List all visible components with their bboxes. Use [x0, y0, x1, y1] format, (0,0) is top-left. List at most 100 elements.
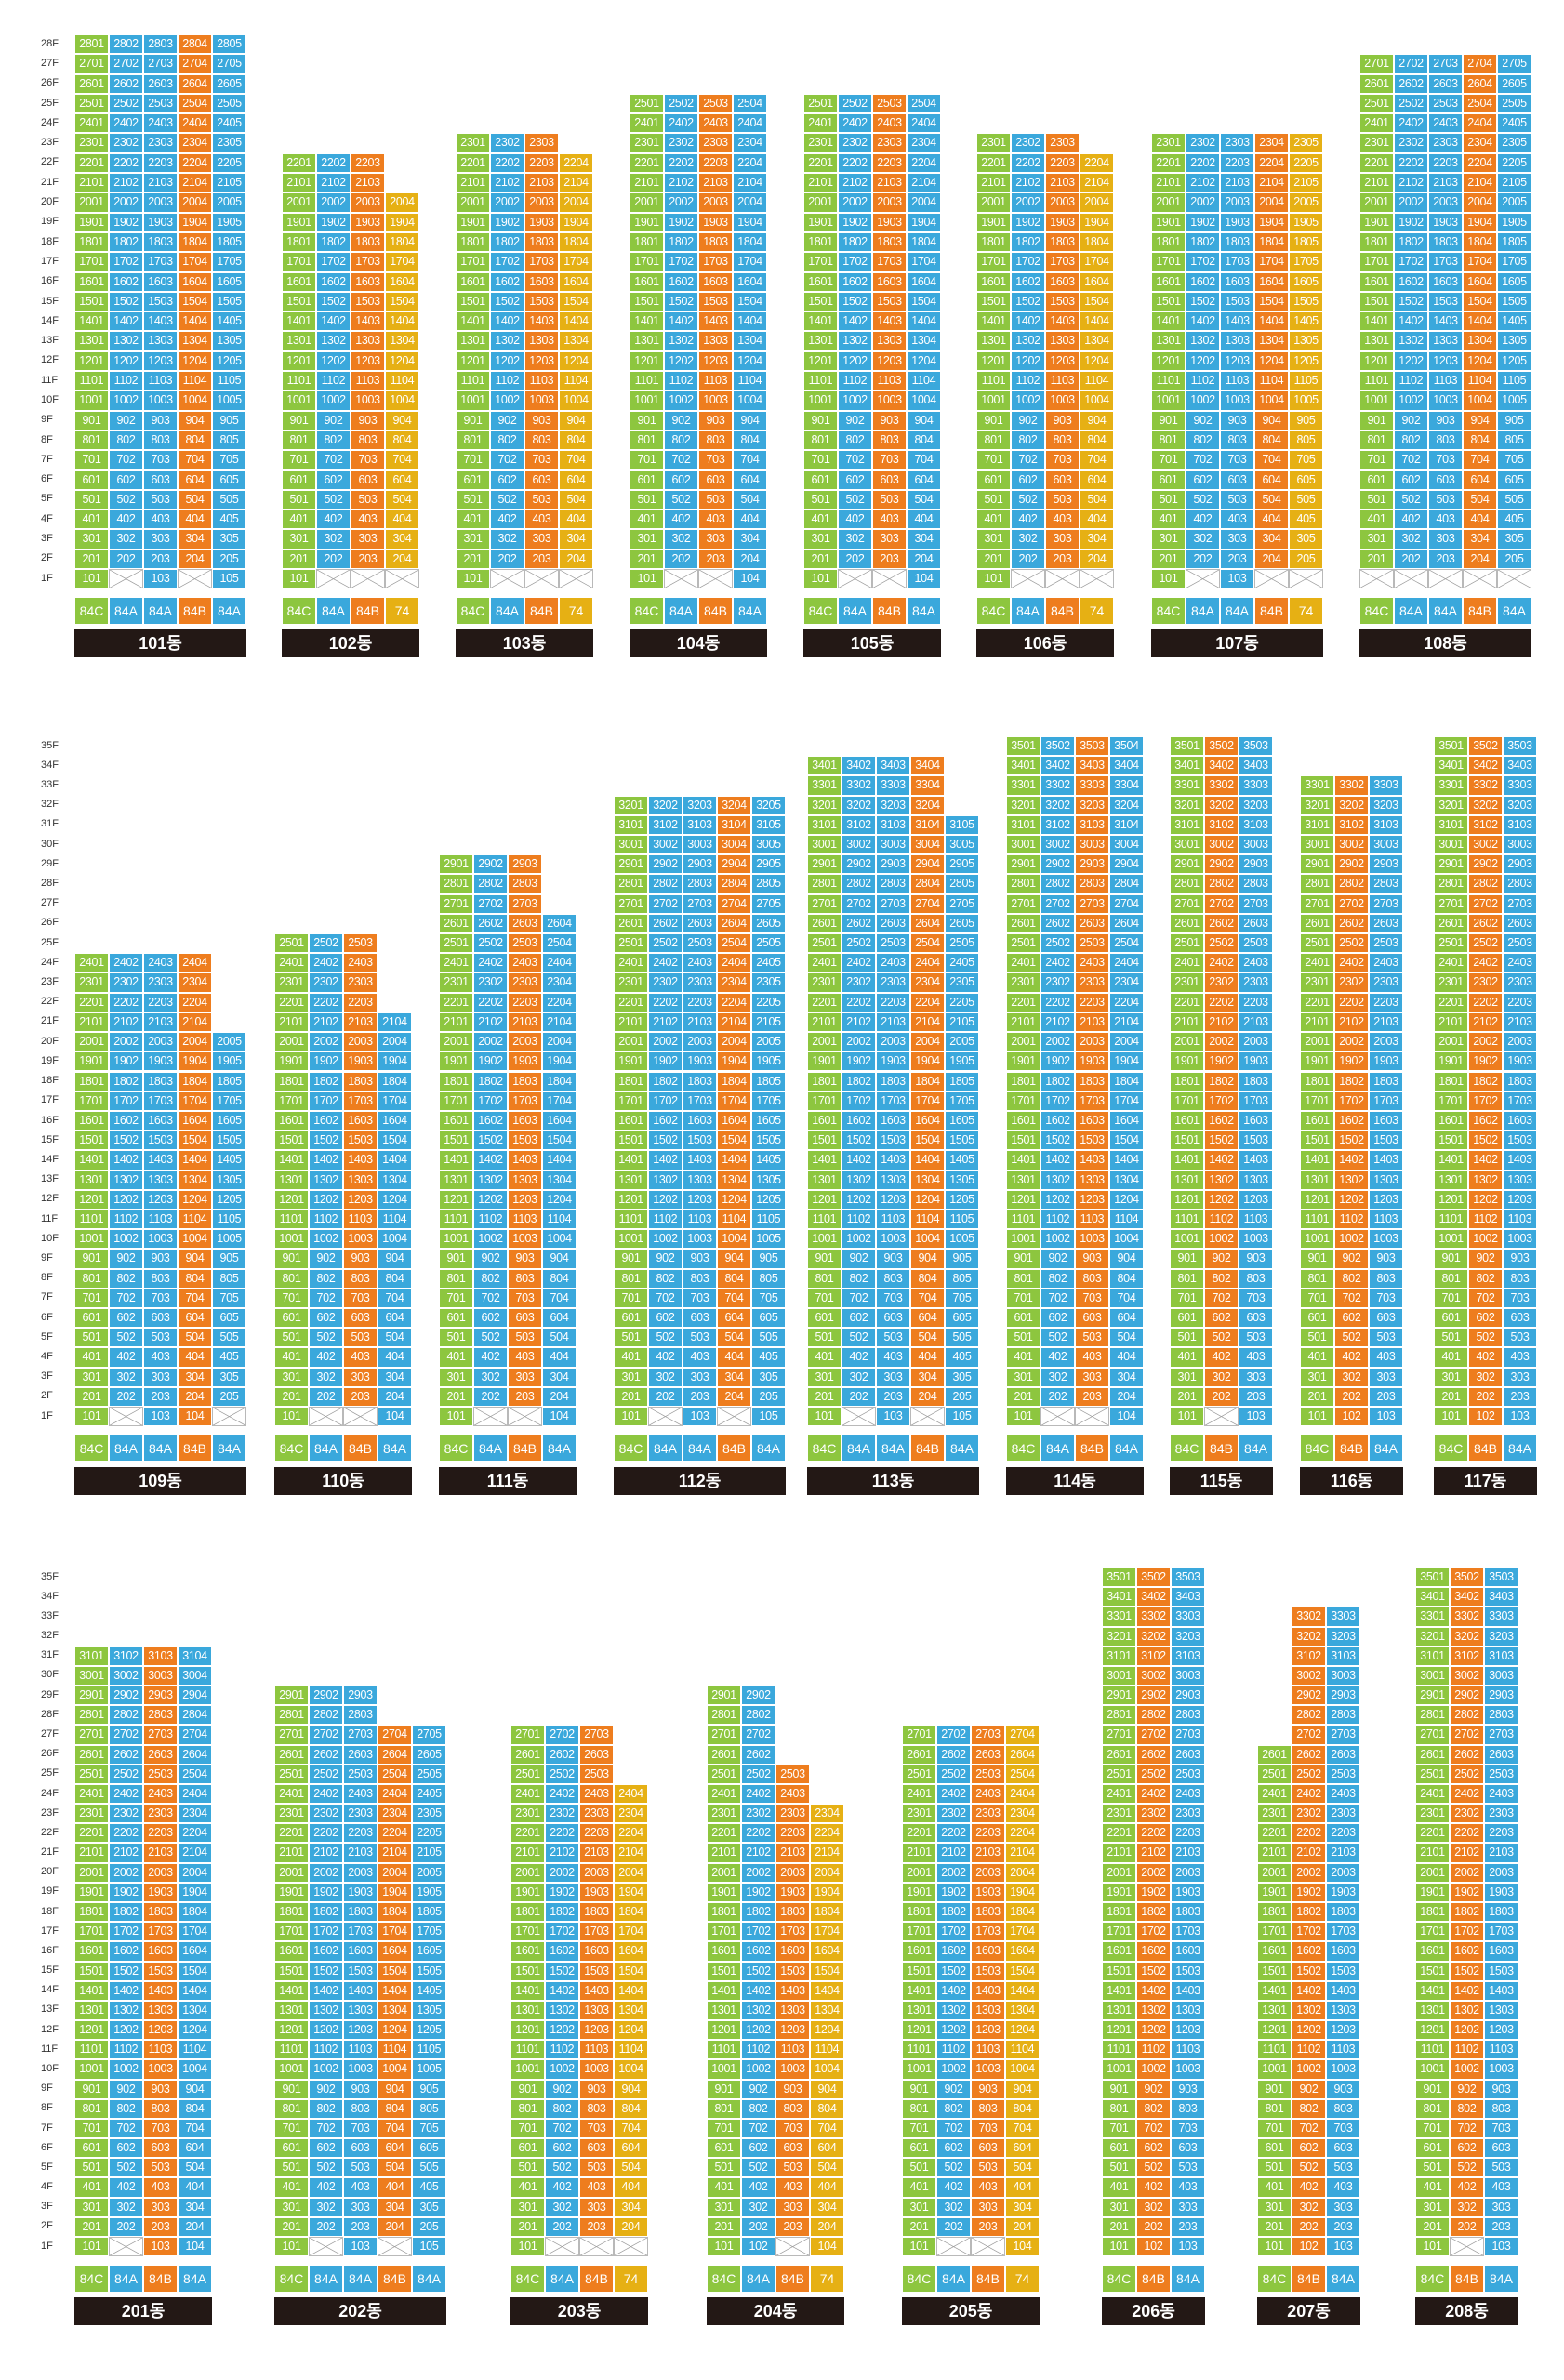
unit-cell: 2001 — [630, 192, 664, 213]
unit-cell: 802 — [1334, 1268, 1369, 1289]
empty-unit-cross — [1498, 570, 1531, 588]
unit-cell: 201 — [1415, 2216, 1450, 2237]
unit-cell: 1603 — [1239, 1110, 1273, 1131]
unit-cell: 1002 — [1011, 390, 1045, 411]
floor-label: 2F — [41, 1390, 53, 1402]
unit-cell: 1603 — [1171, 1941, 1205, 1962]
unit-cell: 1402 — [1468, 1150, 1503, 1170]
unit-cell: 202 — [1334, 1386, 1369, 1407]
unit-cell: 2502 — [842, 933, 876, 954]
unit-cell: 1602 — [316, 271, 351, 292]
unit-cell: 605 — [212, 469, 246, 490]
unit-cell: 1001 — [1170, 1229, 1204, 1250]
unit-cell: 404 — [717, 1347, 751, 1368]
unit-cell: 1101 — [1434, 1209, 1468, 1230]
unit-cell: 702 — [842, 1288, 876, 1308]
unit-cell: 2101 — [1415, 1843, 1450, 1863]
unit-cell: 1504 — [1080, 291, 1114, 312]
unit-cell: 402 — [1450, 2177, 1484, 2198]
unit-cell: 1101 — [1006, 1209, 1040, 1230]
unit-cell: 2605 — [945, 913, 979, 934]
unit-cell: 2503 — [1171, 1764, 1205, 1784]
unit-cell: 1402 — [309, 1150, 343, 1170]
unit-cell: 902 — [842, 1249, 876, 1269]
unit-cell: 402 — [741, 2177, 775, 2198]
unit-cell: 2103 — [143, 1012, 178, 1033]
unit-cell: 1302 — [741, 2000, 775, 2021]
unit-cell: 1203 — [143, 350, 178, 372]
unit-cell: 2102 — [1040, 1012, 1075, 1033]
floor-label: 23F — [41, 976, 59, 988]
unit-type-label: 84A — [842, 1435, 876, 1462]
unit-cell: 3102 — [1040, 814, 1075, 836]
unit-cell: 603 — [698, 469, 733, 490]
unit-cell: 303 — [876, 1367, 910, 1387]
unit-cell: 901 — [630, 410, 664, 430]
unit-cell: 2101 — [1434, 1012, 1468, 1033]
unit-cell: 2204 — [1109, 992, 1144, 1012]
unit-cell: 2503 — [1428, 93, 1463, 114]
unit-cell: 801 — [456, 430, 490, 451]
unit-cell: 2104 — [378, 1843, 412, 1863]
unit-cell: 303 — [1075, 1367, 1109, 1387]
unit-cell: 1505 — [212, 1130, 246, 1151]
unit-cell: 1505 — [212, 291, 246, 312]
unit-cell: 1401 — [1359, 311, 1394, 332]
unit-cell: 704 — [717, 1288, 751, 1308]
unit-cell: 502 — [1450, 2158, 1484, 2178]
unit-cell: 1304 — [907, 331, 941, 351]
unit-cell: 2002 — [1394, 192, 1428, 213]
unit-cell: 203 — [1171, 2216, 1205, 2237]
unit-cell: 1804 — [1463, 231, 1497, 253]
unit-cell: 1005 — [1289, 390, 1323, 411]
unit-cell: 3203 — [683, 795, 717, 815]
unit-cell: 1402 — [316, 311, 351, 332]
unit-cell: 103 — [1326, 2237, 1360, 2257]
unit-cell: 1402 — [936, 1980, 971, 2001]
unit-cell: 1701 — [1434, 1091, 1468, 1111]
unit-cell: 2504 — [717, 933, 751, 954]
floor-label: 10F — [41, 1232, 59, 1244]
unit-cell: 2302 — [490, 133, 524, 153]
unit-cell: 2002 — [664, 192, 698, 213]
floor-label: 4F — [41, 1350, 53, 1362]
unit-cell: 501 — [1151, 489, 1186, 510]
unit-cell: 2103 — [876, 1012, 910, 1033]
unit-cell: 3401 — [1170, 756, 1204, 776]
unit-cell: 1101 — [707, 2040, 741, 2060]
unit-cell: 1202 — [1334, 1189, 1369, 1210]
unit-cell: 1803 — [1220, 231, 1254, 253]
unit-cell: 1103 — [508, 1209, 542, 1230]
unit-cell: 404 — [907, 509, 941, 530]
unit-cell: 1303 — [876, 1170, 910, 1190]
unit-cell: 1002 — [316, 390, 351, 411]
unit-cell: 1501 — [902, 1961, 936, 1981]
unit-cell: 804 — [810, 2098, 844, 2119]
unit-cell: 1104 — [910, 1209, 945, 1230]
unit-cell: 1101 — [74, 2040, 109, 2060]
unit-cell: 1502 — [1334, 1130, 1369, 1151]
unit-cell: 401 — [707, 2177, 741, 2198]
unit-cell: 1203 — [1171, 2020, 1205, 2041]
unit-cell: 3503 — [1484, 1567, 1518, 1588]
unit-cell: 703 — [579, 2118, 614, 2139]
unit-cell: 1702 — [109, 1091, 143, 1111]
unit-cell: 601 — [1434, 1307, 1468, 1329]
unit-cell: 703 — [524, 450, 559, 470]
unit-cell: 1802 — [664, 231, 698, 253]
unit-cell: 704 — [910, 1288, 945, 1308]
unit-cell: 703 — [143, 450, 178, 470]
unit-cell: 1605 — [212, 271, 246, 292]
unit-cell: 3102 — [1468, 814, 1503, 836]
unit-cell: 2603 — [508, 913, 542, 934]
unit-cell: 3201 — [807, 795, 842, 815]
unit-cell: 2501 — [274, 933, 309, 954]
unit-cell: 2503 — [1369, 933, 1403, 954]
unit-cell: 2502 — [1292, 1764, 1326, 1784]
unit-cell: 902 — [309, 2079, 343, 2099]
unit-type-label: 84B — [508, 1435, 542, 1462]
floor-label: 35F — [41, 739, 59, 751]
unit-cell: 2304 — [542, 972, 577, 993]
unit-cell: 1501 — [1006, 1130, 1040, 1151]
empty-unit — [936, 2237, 971, 2257]
